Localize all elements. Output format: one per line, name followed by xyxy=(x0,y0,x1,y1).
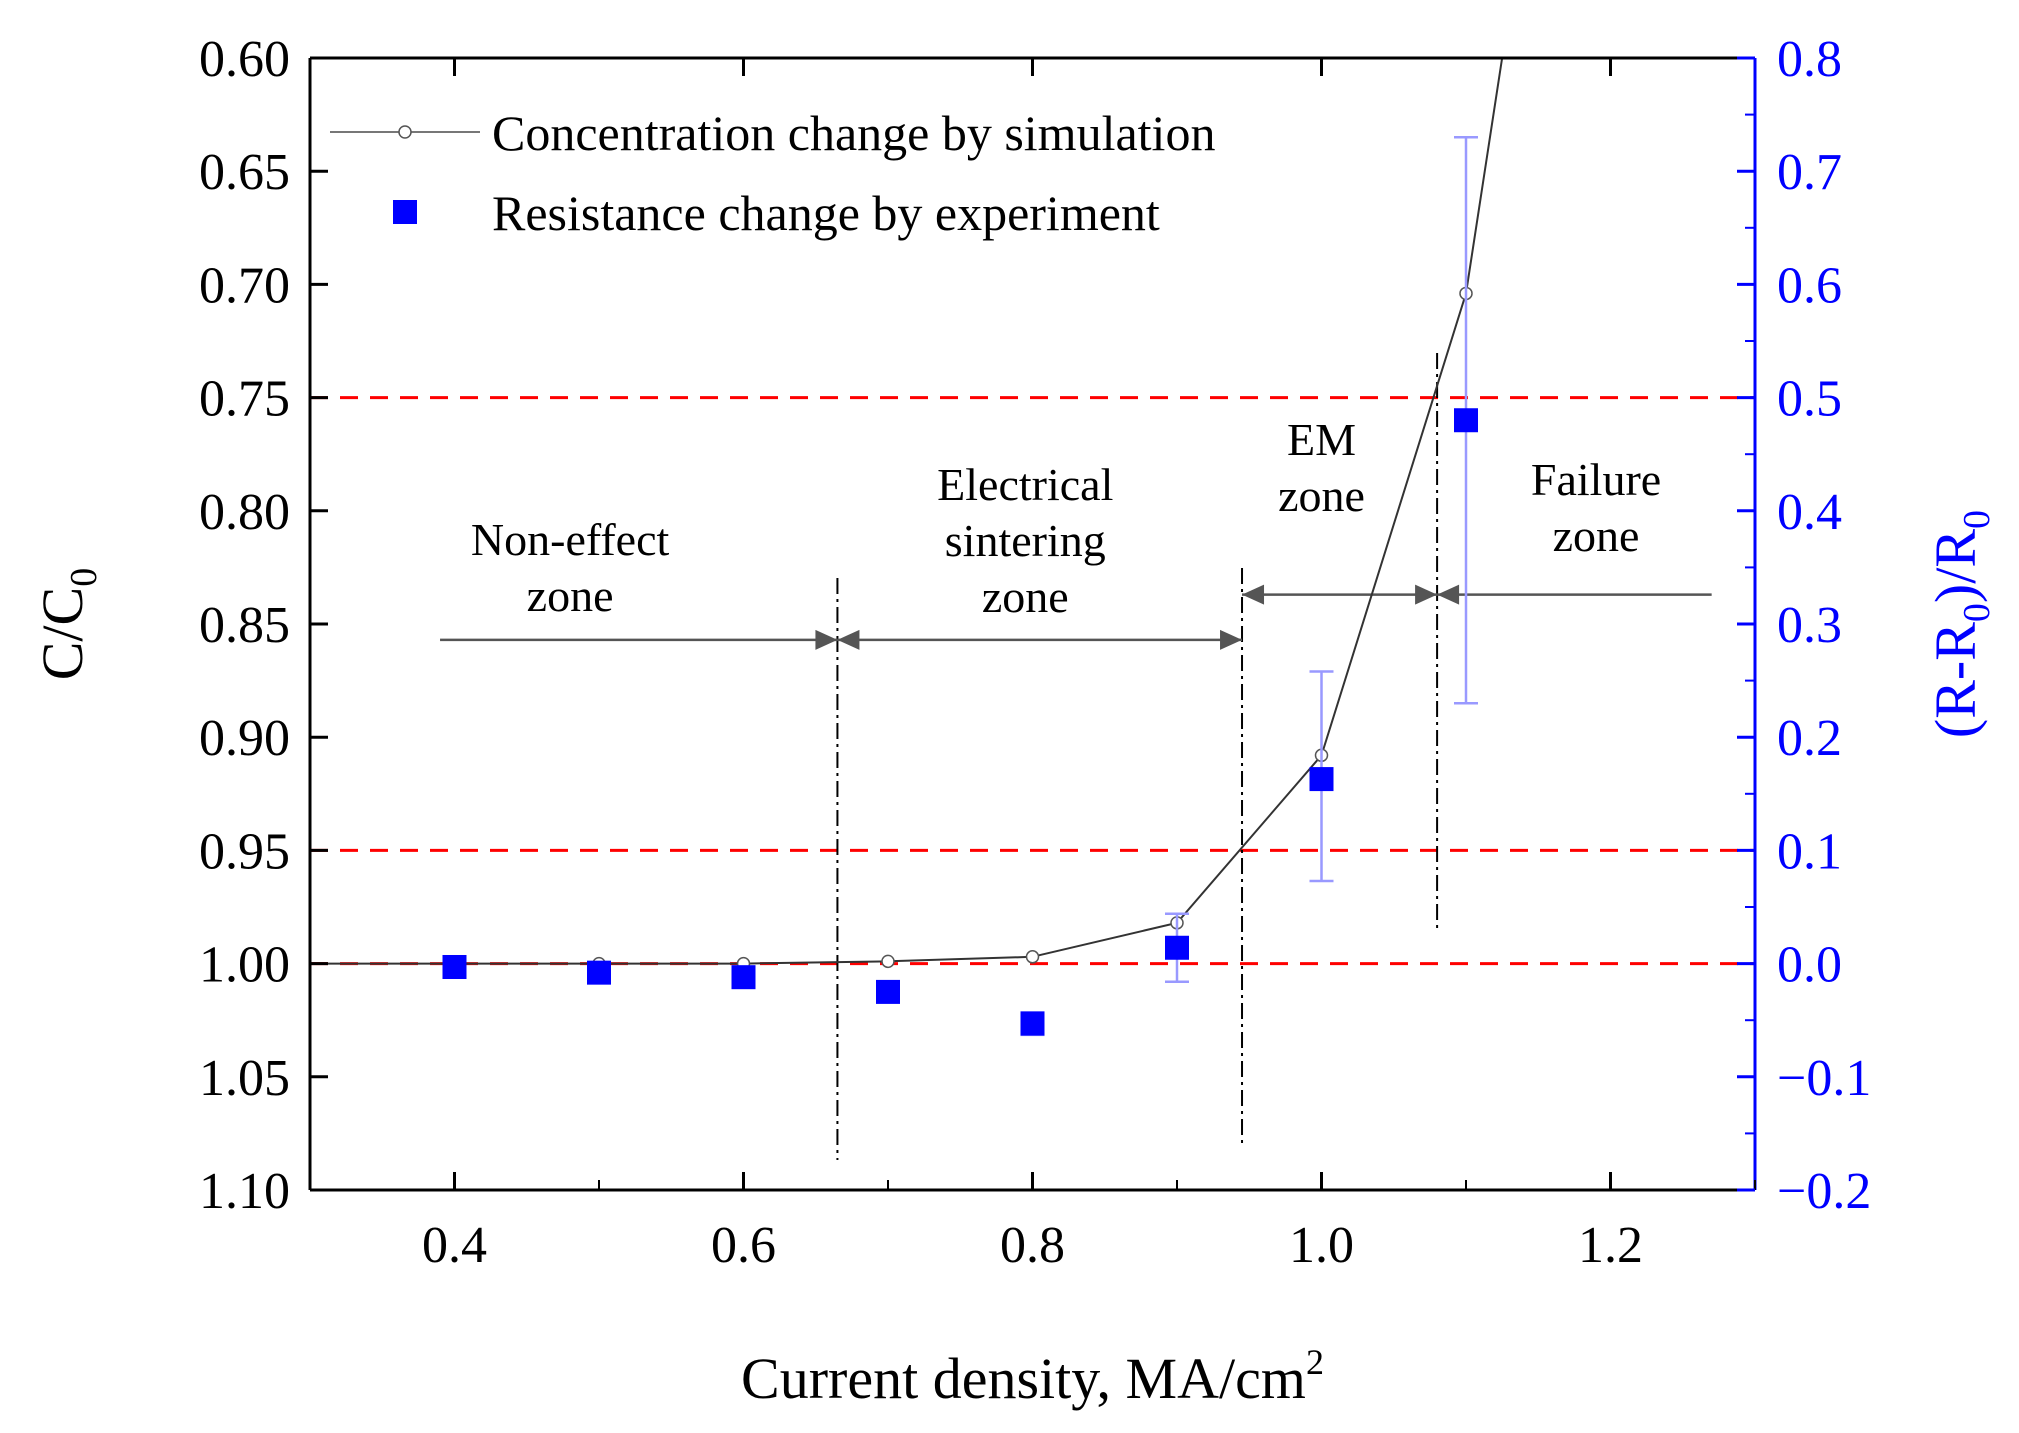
y-right-tick-label-3: 0.5 xyxy=(1777,371,1842,428)
experiment-point-4 xyxy=(1020,1011,1045,1036)
zone-arrowhead-1-left xyxy=(837,629,860,650)
zone-arrowhead-1-right xyxy=(1220,629,1243,650)
experiment-point-3 xyxy=(876,979,900,1004)
y-right-tick-label-10: −0.2 xyxy=(1777,1163,1871,1220)
zone-label-2-line-1: zone xyxy=(1278,470,1365,521)
zone-label-3: Failure zone xyxy=(1531,454,1661,561)
zone-label-1-line-0: Electrical xyxy=(937,459,1113,510)
y-left-tick-label-10: 1.10 xyxy=(199,1163,290,1220)
y-left-tick-label-5: 0.85 xyxy=(199,597,290,654)
zone-arrows xyxy=(440,584,1712,650)
experiment-point-6 xyxy=(1309,767,1334,792)
zone-label-1: Electrical sintering zone xyxy=(937,459,1113,622)
y-left-axis-title: C/C0 xyxy=(30,568,105,681)
zone-arrowhead-2-left xyxy=(1242,584,1265,605)
simulation-point-4 xyxy=(881,954,895,969)
x-tick-label-4: 1.2 xyxy=(1578,1217,1643,1274)
y-right-tick-label-2: 0.6 xyxy=(1777,257,1842,314)
legend-marker-sim xyxy=(398,125,412,139)
simulation-point-5 xyxy=(1025,950,1040,964)
x-tick-label-0: 0.4 xyxy=(422,1217,487,1274)
zone-label-0-line-0: Non-effect xyxy=(471,514,670,565)
y-left-title-main: C/C xyxy=(30,587,95,681)
zone-label-1-line-1: sintering xyxy=(945,515,1106,566)
simulation-line xyxy=(310,57,1504,965)
y-right-tick-label-1: 0.7 xyxy=(1777,144,1842,201)
y-right-tick-label-7: 0.1 xyxy=(1777,823,1842,880)
y-right-title-part-3: 0 xyxy=(1956,510,1998,529)
x-tick-label-2: 0.8 xyxy=(1000,1217,1065,1274)
zone-label-3-line-1: zone xyxy=(1553,510,1640,561)
legend-label-sim: Concentration change by simulation xyxy=(492,105,1215,161)
series-experiment xyxy=(442,135,1478,1037)
y-right-title-part-0: (R-R xyxy=(1923,622,1988,738)
y-left-tick-label-9: 1.05 xyxy=(199,1050,290,1107)
legend-marker-exp xyxy=(393,200,417,224)
y-left-tick-label-3: 0.75 xyxy=(199,371,290,428)
y-right-title-part-1: 0 xyxy=(1956,603,1998,622)
zone-arrowhead-3-left xyxy=(1437,584,1460,605)
y-right-tick-label-5: 0.3 xyxy=(1777,597,1842,654)
experiment-point-0 xyxy=(442,954,467,979)
zone-label-1-line-2: zone xyxy=(982,571,1069,622)
experiment-point-5 xyxy=(1165,935,1189,960)
x-tick-label-1: 0.6 xyxy=(711,1217,776,1274)
legend: Concentration change by simulation Resist… xyxy=(330,105,1215,241)
x-axis-title-sup: 2 xyxy=(1306,1342,1324,1382)
zone-label-0-line-1: zone xyxy=(527,570,614,621)
y-left-tick-label-2: 0.70 xyxy=(199,257,290,314)
x-tick-label-3: 1.0 xyxy=(1289,1217,1354,1274)
y-right-axis-title: (R-R0)/R0 xyxy=(1923,510,1998,738)
zone-label-2: EM zone xyxy=(1278,414,1365,521)
x-axis-title: Current density, MA/cm2 xyxy=(741,1342,1324,1411)
y-left-tick-label-8: 1.00 xyxy=(199,937,290,994)
y-right-tick-label-8: 0.0 xyxy=(1777,937,1842,994)
y-left-tick-label-7: 0.95 xyxy=(199,823,290,880)
y-right-tick-label-9: −0.1 xyxy=(1777,1050,1871,1107)
zone-arrowhead-0-right xyxy=(815,629,838,650)
zone-label-3-line-0: Failure xyxy=(1531,454,1661,505)
y-right-tick-label-0: 0.8 xyxy=(1777,31,1842,88)
y-left-tick-label-6: 0.90 xyxy=(199,710,290,767)
legend-label-exp: Resistance change by experiment xyxy=(492,185,1160,241)
y-left-tick-label-0: 0.60 xyxy=(199,31,290,88)
experiment-point-2 xyxy=(731,965,756,990)
x-axis-title-main: Current density, MA/cm xyxy=(741,1346,1306,1411)
y-right-tick-label-4: 0.4 xyxy=(1777,484,1842,541)
y-left-tick-label-4: 0.80 xyxy=(199,484,290,541)
experiment-point-7 xyxy=(1454,408,1478,433)
zone-label-2-line-0: EM xyxy=(1287,414,1356,465)
y-right-tick-label-6: 0.2 xyxy=(1777,710,1842,767)
zone-boundaries xyxy=(836,353,1439,1160)
y-right-title-part-2: )/R xyxy=(1923,529,1988,603)
zone-arrowhead-2-right xyxy=(1415,584,1438,605)
experiment-point-1 xyxy=(587,960,611,985)
y-left-title-sub: 0 xyxy=(63,568,105,587)
ticks: 0.4 0.6 0.8 1.0 1.2 0.60 0.65 0.70 0.75 0.80 0.85 0… xyxy=(199,31,1871,1274)
y-left-tick-label-1: 0.65 xyxy=(199,144,290,201)
zone-label-0: Non-effect zone xyxy=(471,514,670,621)
